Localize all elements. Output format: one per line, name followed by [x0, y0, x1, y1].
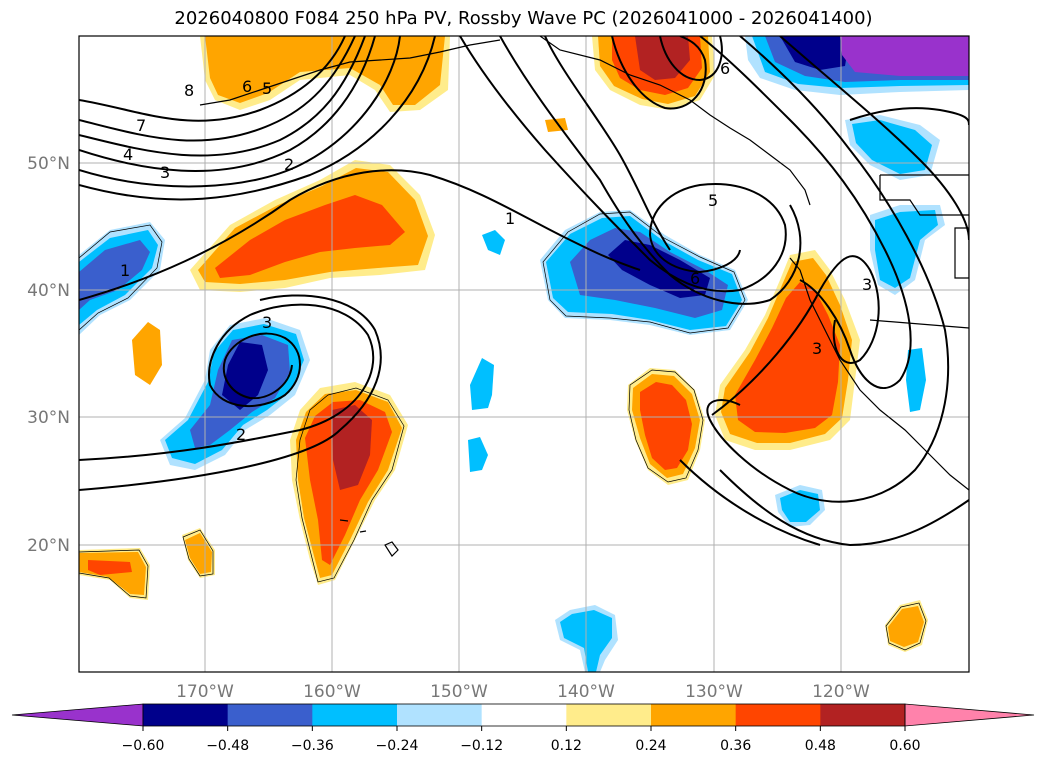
colorbar-label: 0.36	[720, 738, 751, 754]
contour-label-8: 8	[184, 81, 194, 100]
contour-label-4: 4	[123, 145, 133, 164]
lat-label: 40°N	[27, 281, 70, 301]
lon-label: 130°W	[685, 682, 743, 702]
colorbar-label: 0.48	[805, 738, 836, 754]
contour-label-3-low: 3	[262, 313, 272, 332]
colorbar-swatch	[481, 704, 567, 726]
colorbar-label: 0.24	[635, 738, 666, 754]
lon-label: 170°W	[176, 682, 234, 702]
colorbar-swatch	[312, 704, 398, 726]
lon-label: 140°W	[557, 682, 615, 702]
colorbar-label: 0.12	[551, 738, 582, 754]
longitude-labels: 170°W 160°W 150°W 140°W 130°W 120°W	[176, 682, 870, 702]
lat-label: 30°N	[27, 408, 70, 428]
colorbar-swatch	[651, 704, 737, 726]
colorbar-label: −0.24	[376, 738, 419, 754]
colorbar: −0.60 −0.48 −0.36 −0.24 −0.12 0.12 0.24 0.36 0.4…	[11, 703, 1035, 754]
colorbar-swatch	[143, 704, 229, 726]
map-frame	[78, 35, 970, 673]
colorbar-swatch	[735, 704, 821, 726]
lat-label: 50°N	[27, 154, 70, 174]
pv-contours	[79, 36, 969, 547]
contour-label-2-low: 2	[236, 425, 246, 444]
colorbar-swatch	[566, 704, 652, 726]
contour-label-5-east: 5	[708, 191, 718, 210]
colorbar-frame	[142, 703, 906, 727]
colorbar-swatch	[820, 704, 906, 726]
latitude-labels: 50°N 40°N 30°N 20°N	[27, 154, 70, 556]
colorbar-label: −0.60	[122, 738, 165, 754]
colorbar-extend-low	[11, 703, 144, 727]
lon-label: 120°W	[812, 682, 870, 702]
map-layers: 8 7 6 5 4 3 2 1 1 3 2 5 6 6 3 3	[79, 36, 969, 672]
contour-label-3-ridge: 3	[812, 339, 822, 358]
contour-label-1-west: 1	[120, 261, 130, 280]
colorbar-extend-high	[904, 703, 1035, 727]
contour-label-3: 3	[160, 163, 170, 182]
colorbar-label: 0.60	[889, 738, 920, 754]
colorbar-label: −0.36	[291, 738, 334, 754]
contour-label-6-east: 6	[690, 269, 700, 288]
contour-label-3-coast: 3	[862, 275, 872, 294]
contour-labels: 8 7 6 5 4 3 2 1 1 3 2 5 6 6 3 3	[120, 59, 872, 444]
colorbar-swatch	[397, 704, 483, 726]
contour-label-6: 6	[242, 77, 252, 96]
graticule	[79, 36, 969, 672]
lon-label: 160°W	[303, 682, 361, 702]
colorbar-label: −0.48	[206, 738, 249, 754]
contour-label-2: 2	[284, 155, 294, 174]
contour-label-5: 5	[262, 79, 272, 98]
pv-shading	[79, 36, 969, 672]
colorbar-swatch	[227, 704, 313, 726]
lat-label: 20°N	[27, 536, 70, 556]
contour-label-6-north: 6	[720, 59, 730, 78]
colorbar-label: −0.12	[460, 738, 503, 754]
map-title: 2026040800 F084 250 hPa PV, Rossby Wave …	[174, 8, 873, 29]
contour-label-1: 1	[505, 209, 515, 228]
lon-label: 150°W	[430, 682, 488, 702]
contour-label-7: 7	[136, 116, 146, 135]
